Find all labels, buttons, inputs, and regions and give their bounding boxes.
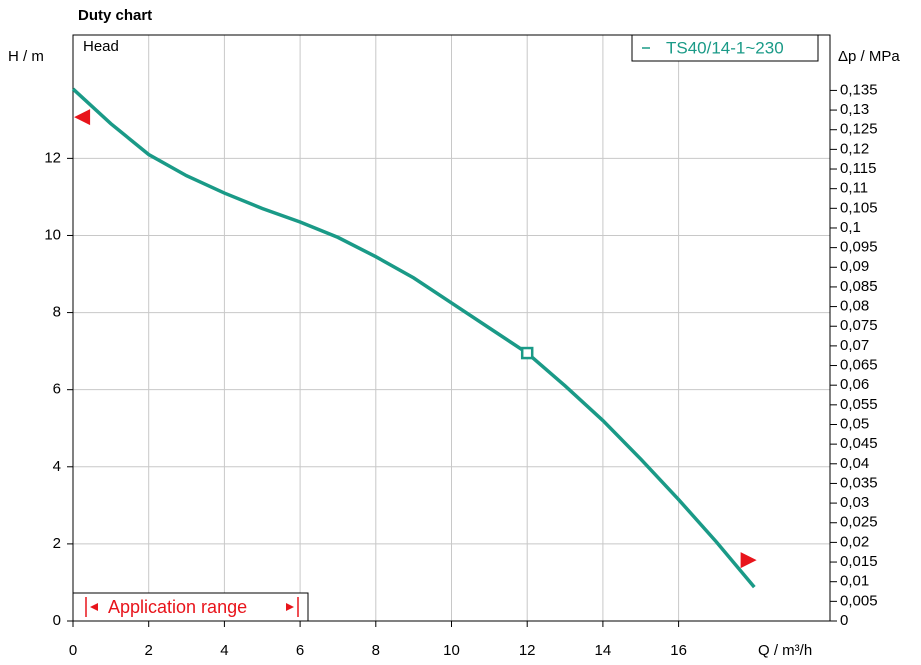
y2-tick-label: 0,115: [840, 160, 876, 177]
x-axis-label: Q / m³/h: [758, 642, 812, 659]
y-axis-label: H / m: [8, 48, 44, 65]
legend-box: [631, 34, 819, 62]
y2-tick-label: 0,065: [840, 357, 878, 374]
x-tick-label: 12: [519, 642, 536, 659]
y2-tick-label: 0,03: [840, 494, 869, 511]
y2-tick-label: 0,11: [840, 180, 868, 197]
y2-tick-label: 0,08: [840, 298, 869, 315]
y2-tick-label: 0,015: [840, 553, 878, 570]
y2-tick-label: 0,01: [840, 573, 869, 590]
x-tick-label: 6: [296, 642, 304, 659]
y-tick-label: 6: [53, 381, 61, 398]
y2-tick-label: 0,02: [840, 533, 869, 550]
range-label: Application range: [108, 597, 247, 617]
x-tick-label: 8: [372, 642, 380, 659]
series-line: [71, 87, 756, 589]
y2-tick-label: 0,135: [840, 81, 878, 98]
legend-label: TS40/14-1~230: [666, 38, 784, 57]
y2-tick-label: 0,04: [840, 455, 869, 472]
y2-tick-label: 0,075: [840, 317, 878, 334]
y-tick-label: 8: [53, 304, 61, 321]
plot-frame: [72, 34, 831, 622]
range-marker: [74, 109, 91, 126]
y2-tick-label: 0,09: [840, 258, 869, 275]
chart-title: Duty chart: [78, 7, 152, 24]
y2-tick-label: 0,085: [840, 278, 878, 295]
y2-tick-label: 0,055: [840, 396, 878, 413]
x-tick-label: 10: [443, 642, 460, 659]
y2-tick-label: 0,005: [840, 592, 878, 609]
y2-tick-label: 0,095: [840, 239, 878, 256]
y2-tick-label: 0,035: [840, 474, 878, 491]
range-marker: [740, 552, 757, 569]
x-tick-label: 2: [145, 642, 153, 659]
operating-point: [520, 346, 534, 360]
inner-label: Head: [83, 38, 119, 55]
y2-tick-label: 0,06: [840, 376, 869, 393]
x-tick-label: 14: [595, 642, 612, 659]
x-tick-label: 16: [670, 642, 687, 659]
y2-tick-label: 0,125: [840, 121, 878, 138]
x-tick-label: 4: [220, 642, 228, 659]
y2-tick-label: 0,025: [840, 514, 878, 531]
y2-tick-label: 0,07: [840, 337, 869, 354]
range-arrow: [90, 603, 98, 611]
range-arrow: [286, 603, 294, 611]
y2-tick-label: 0,105: [840, 199, 878, 216]
y2-tick-label: 0,13: [840, 101, 869, 118]
y-tick-label: 10: [44, 226, 61, 243]
y2-tick-label: 0,1: [840, 219, 861, 236]
y2-axis-label: Δp / MPa: [838, 48, 900, 65]
y-tick-label: 4: [53, 458, 61, 475]
range-box: [72, 592, 309, 622]
y-tick-label: 0: [53, 612, 61, 629]
x-tick-label: 0: [69, 642, 77, 659]
y2-tick-label: 0,12: [840, 140, 869, 157]
y2-tick-label: 0: [840, 612, 848, 629]
y-tick-label: 2: [53, 535, 61, 552]
y2-tick-label: 0,05: [840, 415, 869, 432]
y-tick-label: 12: [44, 149, 61, 166]
y2-tick-label: 0,045: [840, 435, 878, 452]
